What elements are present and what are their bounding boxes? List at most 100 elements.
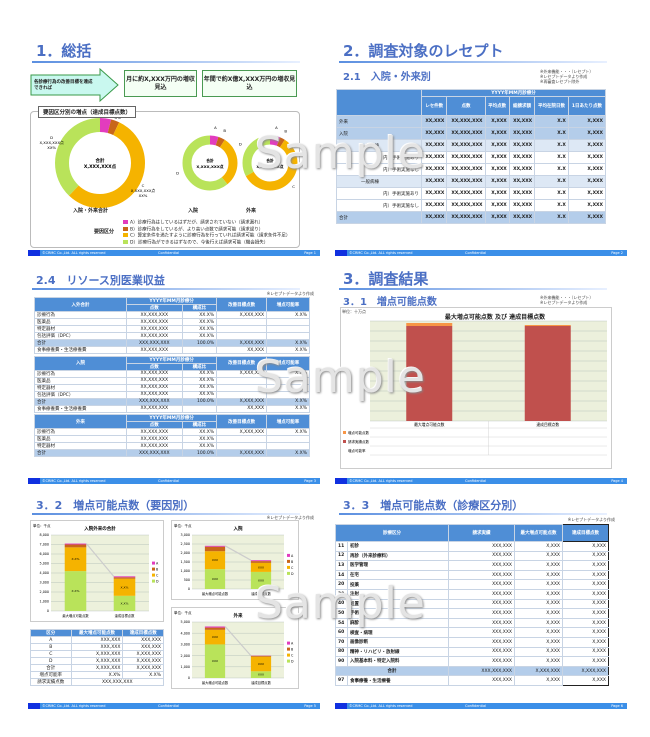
data-label: XXX [258, 565, 264, 569]
y-tick-label: 1,000 [181, 569, 190, 573]
table-row: 合計 XXX,XXX,XXX 100.0% X,XXX,XXX X.X% [34, 339, 310, 347]
cell: XX,XXX,XXX [446, 127, 486, 140]
table-row: 40 処置 XXX,XXX X,XXX X,XXX [335, 598, 609, 610]
donut-center-total: 合計 [96, 157, 105, 164]
slide-by-category[interactable]: 3．3 増点可能点数（診療区分別） ※レセプトデータより作成 診療区分 請求実績最… [335, 491, 627, 709]
cell: X.X [534, 199, 569, 212]
row-label: 一般病棟 [336, 175, 422, 188]
legend-swatch [152, 573, 155, 577]
cell: XX,XXX,XXX [446, 163, 486, 176]
bar-segment-A [64, 543, 87, 545]
slide-summary[interactable]: 1．総括 各診療行為の改善目標を達成できれば 月に約X,XXX万円の増収見込 年… [28, 38, 320, 256]
data-label: X.X% [121, 585, 129, 589]
legend-label: D [291, 660, 294, 664]
cell: XX,XXX [508, 115, 536, 128]
slide-subtitle: 2.1 入院・外来別 [343, 72, 431, 83]
bar-segment-B [250, 655, 272, 657]
table-row: 11 初診 XXX,XXX X,XXX X,XXX [335, 541, 609, 552]
row-label: 内）手術実施なし [336, 199, 422, 212]
header-blank [336, 89, 422, 116]
title-underline [32, 288, 300, 290]
table-row: 外来 XX,XXX XX,XXX,XXX X,XXX XX,XXX X.X X,XXX [336, 115, 607, 128]
arrow-shape [30, 68, 119, 102]
receipt-table: YYYY年MM月診療分 レセ件数 点数 平均点数 総請求額 平均在院日数 1日あたり点数 外来… [336, 89, 607, 224]
legend-swatch [287, 559, 290, 563]
unit-label: 単位：千点 [33, 523, 51, 528]
chart-title: 入院外来の合計 [83, 525, 116, 532]
donut-center-total: X,XXX,XXX点 [256, 164, 283, 169]
cell: XX,XXX,XXX [446, 139, 486, 152]
x-tick-label: 達成目標点数 [251, 680, 271, 685]
bar-segment-C [250, 562, 272, 572]
donut-center-total: 合計 [265, 158, 274, 163]
cell: XX,XXX [420, 199, 448, 212]
cell: XX,XXX,XXX [446, 187, 486, 200]
table-row: 54 麻酔 XXX,XXX X,XXX X,XXX [335, 617, 609, 629]
table-row: 一般病棟 XX,XXX XX,XXX,XXX X,XXX XX,XXX X.X X,XXX [336, 175, 607, 188]
slice-label: C [142, 183, 145, 188]
revenue-table: 外来 YYYY年MM月診療分 改善目標点数 増点可能率 点数 構成比 診療行為 XX,XXX,… [34, 414, 310, 458]
slide-resource-revenue[interactable]: 2.4 リソース別医業収益 ※レセプトデータより作成 入外合計 YYYY年MM月診… [28, 266, 320, 484]
donut-label-outpatient: 外来 [246, 208, 257, 214]
row-label: 一般病棟 [336, 139, 422, 152]
table-row: 97 食事療養・生活療養 XXX,XXX X,XXX X,XXX [335, 675, 609, 686]
legend-label: A [156, 562, 159, 566]
row-label: 増点可能率 [348, 448, 366, 453]
legend-swatch [123, 233, 128, 237]
table-row: D X,XXX,XXX X,XXX,XXX [30, 657, 164, 665]
copyright: ©CRMC Co.,Ltd. ALL rights reserved [42, 251, 106, 255]
donut-label-inpatient: 入院 [188, 208, 199, 214]
column-header: 点数 [446, 96, 486, 116]
legend-item-D: D）診療行為ができるはずなので、今後行えば請求可能（機会損失） [123, 239, 290, 247]
y-tick-label: 5,000 [181, 620, 190, 624]
bar-segment-B [250, 561, 272, 563]
slide-title: 2．調査対象のレセプト [343, 42, 504, 60]
table-row: 特定器材 XX,XXX,XXX XX.X% [34, 325, 310, 333]
slice-label: X% [115, 118, 122, 120]
table-row: 合計 XXX,XXX,XXX 100.0% X,XXX,XXX X.X% [34, 397, 310, 406]
slide-receipt-target[interactable]: 2．調査対象のレセプト 2.1 入院・外来別 ※外来機能・・・（レセプト） ※レセ… [335, 38, 627, 256]
table-row: 食事療養費・生活療養費 XX,XXX,XXX XX,XXX X.X% [34, 346, 310, 354]
slide-results[interactable]: 3．調査結果 3．1 増点可能点数 ※外来機能・・・（レセプト） ※レセプトデータ… [335, 266, 627, 484]
legend-swatch [287, 553, 290, 557]
table-row: 70 画像診断 XXX,XXX X,XXX X,XXX [335, 636, 609, 648]
table-row: 50 手術 XXX,XXX X,XXX X,XXX [335, 608, 609, 619]
notes: ※外来機能・・・（レセプト） ※レセプトデータより作成 ※再審査レセプト除外 [540, 69, 594, 84]
table-row: 80 精神・リハビリ・放射線 XXX,XXX X,XXX X,XXX [335, 646, 609, 658]
slice-label: B [284, 128, 287, 133]
y-tick-label: 4,000 [40, 571, 49, 575]
x-tick-label: 達成目標点数 [115, 613, 135, 618]
bar-segment-D [113, 595, 136, 611]
cell: XX,XXX,XXX [446, 115, 486, 128]
bar-segment-D [64, 571, 87, 611]
cell: X.X [534, 139, 569, 152]
column-header: 平均在院日数 [534, 96, 569, 116]
table-row: 診療行為 XX,XXX,XXX XX.X% X,XXX,XXX X.X% [34, 311, 310, 319]
donut-slice-C [55, 118, 145, 208]
table-row: 合計 X,XXX,XXX X,XXX,XXX [30, 664, 164, 672]
legend-label: 請求実績点数 [348, 439, 369, 444]
cell: X.X [534, 115, 569, 128]
annual-revenue-box: 年間で約X億X,XXX万円の増収見込 [202, 70, 297, 97]
table-row: 90 入院基本料・特定入院料 XXX,XXX X,XXX X,XXX [335, 656, 609, 667]
slide-by-factor[interactable]: 3．2 増点可能点数（要因別） ※レセプトデータより作成 単位：千点 入院外来の合… [28, 491, 320, 709]
table-row: 内）手術実施あり XX,XXX XX,XXX,XXX X,XXX XX,XXX X.X X,… [336, 187, 607, 200]
legend-swatch [152, 561, 155, 565]
cell: X,XXX [484, 199, 510, 212]
donut-slice-C [242, 135, 298, 191]
chart-frame [340, 307, 612, 469]
x-tick-label: 最大増点可能点数 [202, 591, 229, 596]
cell: XX,XXX [420, 163, 448, 176]
legend-swatch [287, 571, 290, 575]
cell: X,XXX [567, 163, 607, 176]
table-row: 内）手術実施なし XX,XXX XX,XXX,XXX X,XXX XX,XXX X.X X,… [336, 163, 607, 176]
cell: XX,XXX [420, 211, 448, 224]
legend-item-C: C）算定条件を満たすように診療行為を行っていれば請求可能（請求条件不足） [123, 233, 290, 240]
legend-label: B [156, 568, 159, 572]
slice-label: XX% [47, 145, 56, 150]
cell: X,XXX [484, 139, 510, 152]
slice-label: A [214, 125, 217, 130]
donut-center-total: 合計 [205, 158, 214, 163]
donut-charts: AXXX,XXX点X%BXXX,XXX点X%CX,XXX,XXX点XX%DX,X… [39, 118, 298, 208]
bar-segment-B [204, 627, 226, 630]
